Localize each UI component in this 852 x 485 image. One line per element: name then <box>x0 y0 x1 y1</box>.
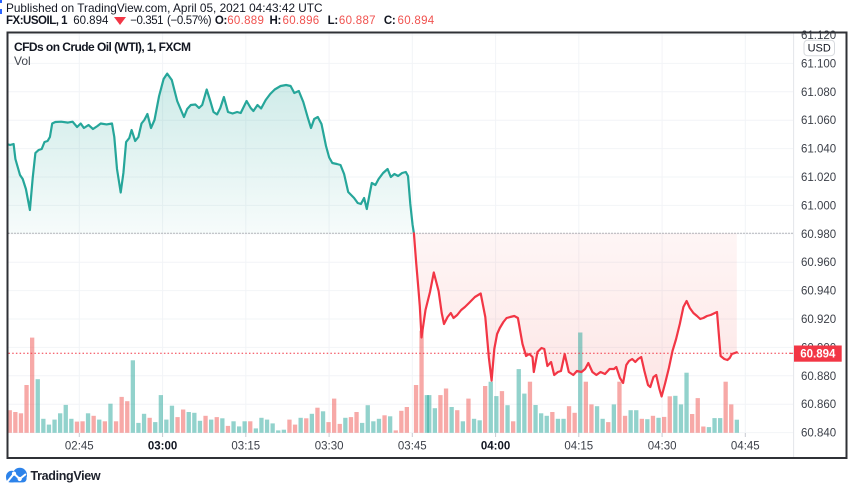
svg-text:04:30: 04:30 <box>648 441 677 453</box>
svg-text:60.840: 60.840 <box>801 428 836 440</box>
svg-text:04:00: 04:00 <box>481 441 510 453</box>
svg-text:03:15: 03:15 <box>231 441 260 453</box>
svg-text:60.880: 60.880 <box>801 371 836 383</box>
svg-text:USD: USD <box>808 43 831 55</box>
svg-text:60.980: 60.980 <box>801 229 836 241</box>
svg-text:61.020: 61.020 <box>801 172 836 184</box>
svg-text:61.100: 61.100 <box>801 58 836 70</box>
svg-text:03:00: 03:00 <box>148 441 177 453</box>
svg-text:03:30: 03:30 <box>315 441 344 453</box>
svg-text:61.000: 61.000 <box>801 200 836 212</box>
svg-text:60.920: 60.920 <box>801 314 836 326</box>
svg-text:02:45: 02:45 <box>65 441 94 453</box>
svg-text:61.040: 61.040 <box>801 144 836 156</box>
svg-text:03:45: 03:45 <box>398 441 427 453</box>
svg-text:60.960: 60.960 <box>801 257 836 269</box>
svg-text:61.060: 61.060 <box>801 115 836 127</box>
svg-text:60.940: 60.940 <box>801 286 836 298</box>
svg-text:60.860: 60.860 <box>801 399 836 411</box>
svg-text:04:45: 04:45 <box>731 441 760 453</box>
svg-text:04:15: 04:15 <box>564 441 593 453</box>
svg-text:60.894: 60.894 <box>800 349 836 361</box>
svg-text:61.080: 61.080 <box>801 87 836 99</box>
